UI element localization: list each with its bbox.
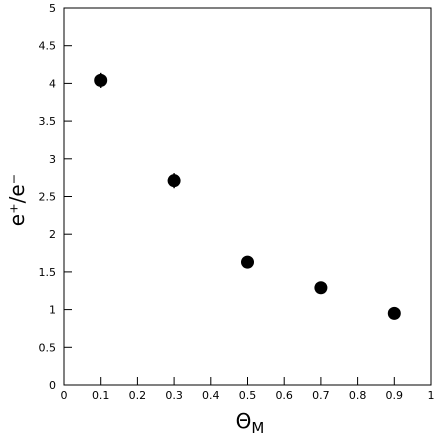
data-point — [94, 73, 108, 87]
y-tick-label: 4 — [49, 77, 56, 90]
data-point — [314, 281, 328, 295]
y-tick-label: 3 — [49, 153, 56, 166]
x-label-symbol: Θ — [236, 409, 252, 433]
x-tick-label: 0.6 — [275, 389, 293, 402]
y-tick-label: 0 — [49, 379, 56, 392]
y-tick-label: 1 — [49, 304, 56, 317]
x-tick-label: 1 — [428, 389, 434, 402]
x-label-subscript: M — [251, 419, 264, 436]
y-tick-label: 3.5 — [39, 115, 57, 128]
x-tick-label: 0.8 — [349, 389, 367, 402]
x-tick-label: 0.2 — [129, 389, 147, 402]
x-tick-label: 0.5 — [239, 389, 257, 402]
plot-frame — [63, 7, 432, 386]
x-tick-label: 0.4 — [202, 389, 220, 402]
y-axis-label: e⁺/e⁻ — [5, 174, 29, 226]
y-tick-label: 1.5 — [39, 266, 57, 279]
y-tick-label: 2 — [49, 228, 56, 241]
y-tick-label: 5 — [49, 2, 56, 15]
data-point — [241, 255, 254, 269]
x-tick-label: 0 — [61, 389, 68, 402]
y-tick-label: 4.5 — [39, 40, 57, 53]
x-axis-label: ΘM — [236, 409, 265, 436]
x-tick-label: 0.1 — [92, 389, 110, 402]
y-tick-label: 0.5 — [39, 341, 57, 354]
data-point — [167, 174, 181, 188]
y-tick-label: 2.5 — [39, 191, 57, 204]
x-tick-label: 0.9 — [386, 389, 404, 402]
x-tick-label: 0.7 — [312, 389, 330, 402]
data-point — [387, 306, 401, 320]
x-tick-label: 0.3 — [165, 389, 183, 402]
